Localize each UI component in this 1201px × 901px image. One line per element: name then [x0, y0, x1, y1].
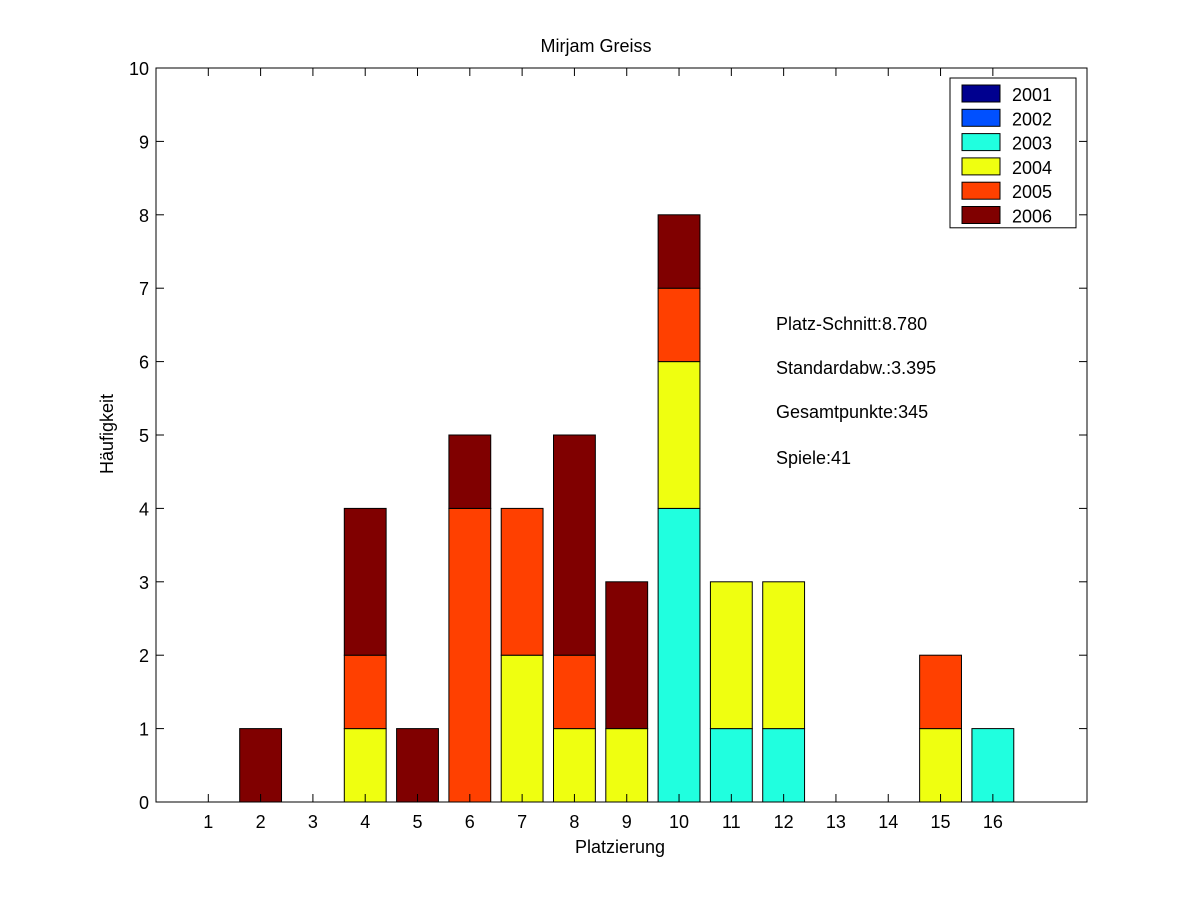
stat-annotation: Spiele:41 — [776, 448, 851, 468]
legend-swatch-2005 — [961, 181, 1001, 200]
bar-segment-6-2005 — [448, 507, 492, 803]
legend-swatch-2006 — [961, 206, 1001, 224]
legend-label-2001: 2001 — [1012, 85, 1052, 105]
y-tick-label: 9 — [139, 132, 149, 152]
bar-segment-7-2004 — [500, 654, 544, 803]
stat-annotation: Gesamtpunkte:345 — [776, 402, 928, 422]
bar-segment-10-2006 — [657, 214, 701, 289]
x-tick-label: 14 — [878, 812, 898, 832]
x-tick-label: 12 — [774, 812, 794, 832]
x-tick-label: 5 — [413, 812, 423, 832]
y-tick-label: 8 — [139, 206, 149, 226]
bar-segment-8-2004 — [553, 728, 596, 803]
x-tick-label: 15 — [931, 812, 951, 832]
bar-segment-12-2004 — [762, 581, 806, 730]
y-tick-label: 7 — [139, 279, 149, 299]
bar-segment-8-2006 — [553, 434, 596, 656]
bar-segment-12-2003 — [762, 728, 806, 803]
legend-label-2005: 2005 — [1012, 182, 1052, 202]
y-tick-label: 5 — [139, 426, 149, 446]
bar-segment-7-2005 — [500, 507, 544, 656]
x-tick-label: 16 — [983, 812, 1003, 832]
x-tick-label: 1 — [203, 812, 213, 832]
legend-swatch-2004 — [961, 157, 1001, 176]
x-tick-label: 8 — [569, 812, 579, 832]
chart-title: Mirjam Greiss — [541, 36, 652, 56]
x-tick-label: 11 — [722, 812, 741, 832]
bar-segment-11-2003 — [709, 728, 753, 803]
stat-annotation: Standardabw.:3.395 — [776, 358, 936, 378]
stat-annotation: Platz-Schnitt:8.780 — [776, 314, 927, 334]
legend-label-2002: 2002 — [1012, 109, 1052, 129]
legend-swatch-2003 — [961, 133, 1001, 152]
x-tick-label: 3 — [308, 812, 318, 832]
bar-segment-4-2006 — [343, 507, 387, 656]
y-axis-label: Häufigkeit — [97, 394, 117, 474]
bar-segment-9-2004 — [605, 728, 649, 803]
bar-segment-10-2004 — [657, 361, 701, 509]
x-tick-label: 7 — [517, 812, 527, 832]
bar-segment-6-2006 — [448, 434, 492, 509]
bar-segment-5-2006 — [396, 728, 439, 803]
y-tick-label: 0 — [139, 793, 149, 813]
legend-label-2004: 2004 — [1012, 158, 1052, 178]
bar-segment-2-2006 — [239, 728, 283, 803]
bars-group — [239, 214, 1015, 803]
legend-box — [949, 77, 1077, 229]
bar-segment-15-2004 — [919, 728, 962, 803]
x-tick-label: 13 — [826, 812, 846, 832]
x-tick-label: 6 — [465, 812, 475, 832]
legend-label-2003: 2003 — [1012, 134, 1052, 154]
bar-segment-8-2005 — [553, 654, 596, 730]
bar-segment-15-2005 — [919, 654, 962, 730]
x-tick-label: 10 — [669, 812, 689, 832]
y-tick-label: 3 — [139, 573, 149, 593]
y-tick-label: 4 — [139, 499, 149, 519]
legend-swatch-2001 — [961, 84, 1001, 103]
x-tick-label: 9 — [622, 812, 632, 832]
bar-segment-10-2003 — [657, 507, 701, 803]
legend: 2001 2002 2003 2004 2005 2006 — [949, 77, 1077, 229]
y-tick-label: 2 — [139, 646, 149, 666]
x-tick-label: 4 — [360, 812, 370, 832]
bar-segment-4-2005 — [343, 654, 387, 730]
y-tick-label: 6 — [139, 353, 149, 373]
legend-label-2006: 2006 — [1012, 207, 1052, 227]
x-axis-label: Platzierung — [575, 837, 665, 857]
bar-segment-11-2004 — [709, 581, 753, 730]
stats-annotations: Platz-Schnitt:8.780 Standardabw.:3.395 Ges… — [776, 314, 936, 468]
legend-swatch-2002 — [961, 108, 1001, 127]
bar-segment-16-2003 — [971, 728, 1015, 803]
x-tick-label: 2 — [256, 812, 266, 832]
y-tick-label: 10 — [129, 59, 149, 79]
bar-segment-9-2006 — [605, 581, 649, 730]
bar-segment-10-2005 — [657, 287, 701, 363]
bar-segment-4-2004 — [343, 728, 387, 803]
y-tick-label: 1 — [139, 720, 149, 740]
